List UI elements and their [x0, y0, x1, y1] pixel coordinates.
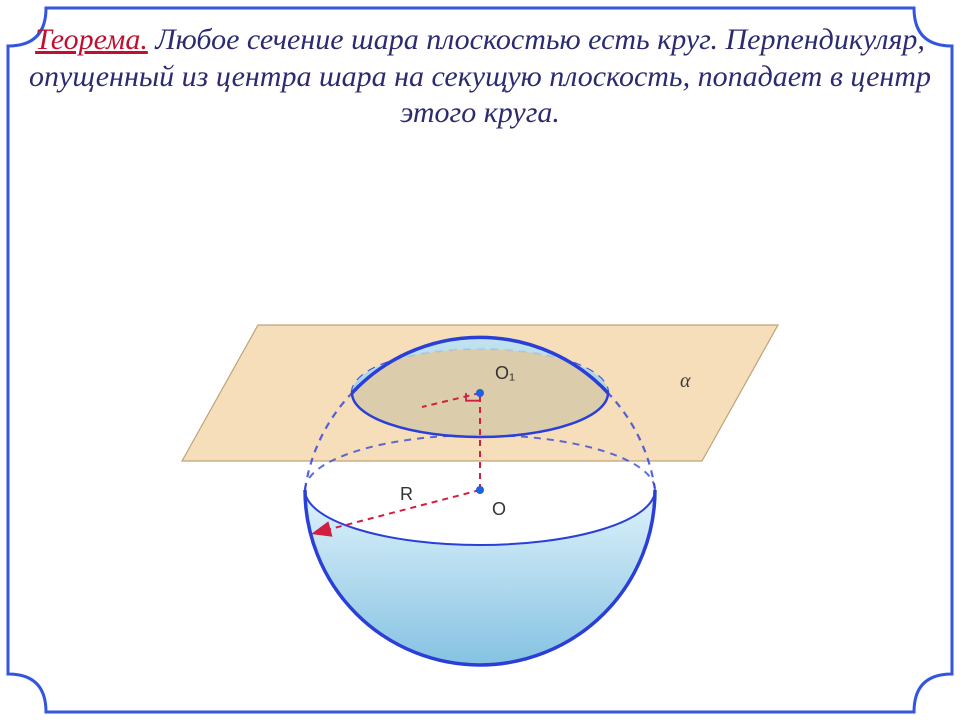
label-O1: O₁ [495, 363, 515, 383]
label-R: R [400, 484, 413, 504]
label-O: O [492, 499, 506, 519]
plane-label-alpha: α [680, 370, 691, 392]
theorem-text: Теорема. Любое сечение шара плоскостью е… [10, 22, 950, 132]
sphere-section-figure: α O₁ O R [180, 245, 780, 685]
theorem-body: Любое сечение шара плоскостью есть круг.… [29, 23, 931, 129]
center-O1-dot [476, 389, 484, 397]
theorem-lead: Теорема. [35, 23, 148, 56]
slide-stage: { "frame": { "stroke": "#3355e0", "strok… [0, 0, 960, 720]
sphere-lower-bowl [305, 490, 655, 665]
center-O-dot [476, 486, 484, 494]
sphere-radius-R [315, 490, 480, 533]
